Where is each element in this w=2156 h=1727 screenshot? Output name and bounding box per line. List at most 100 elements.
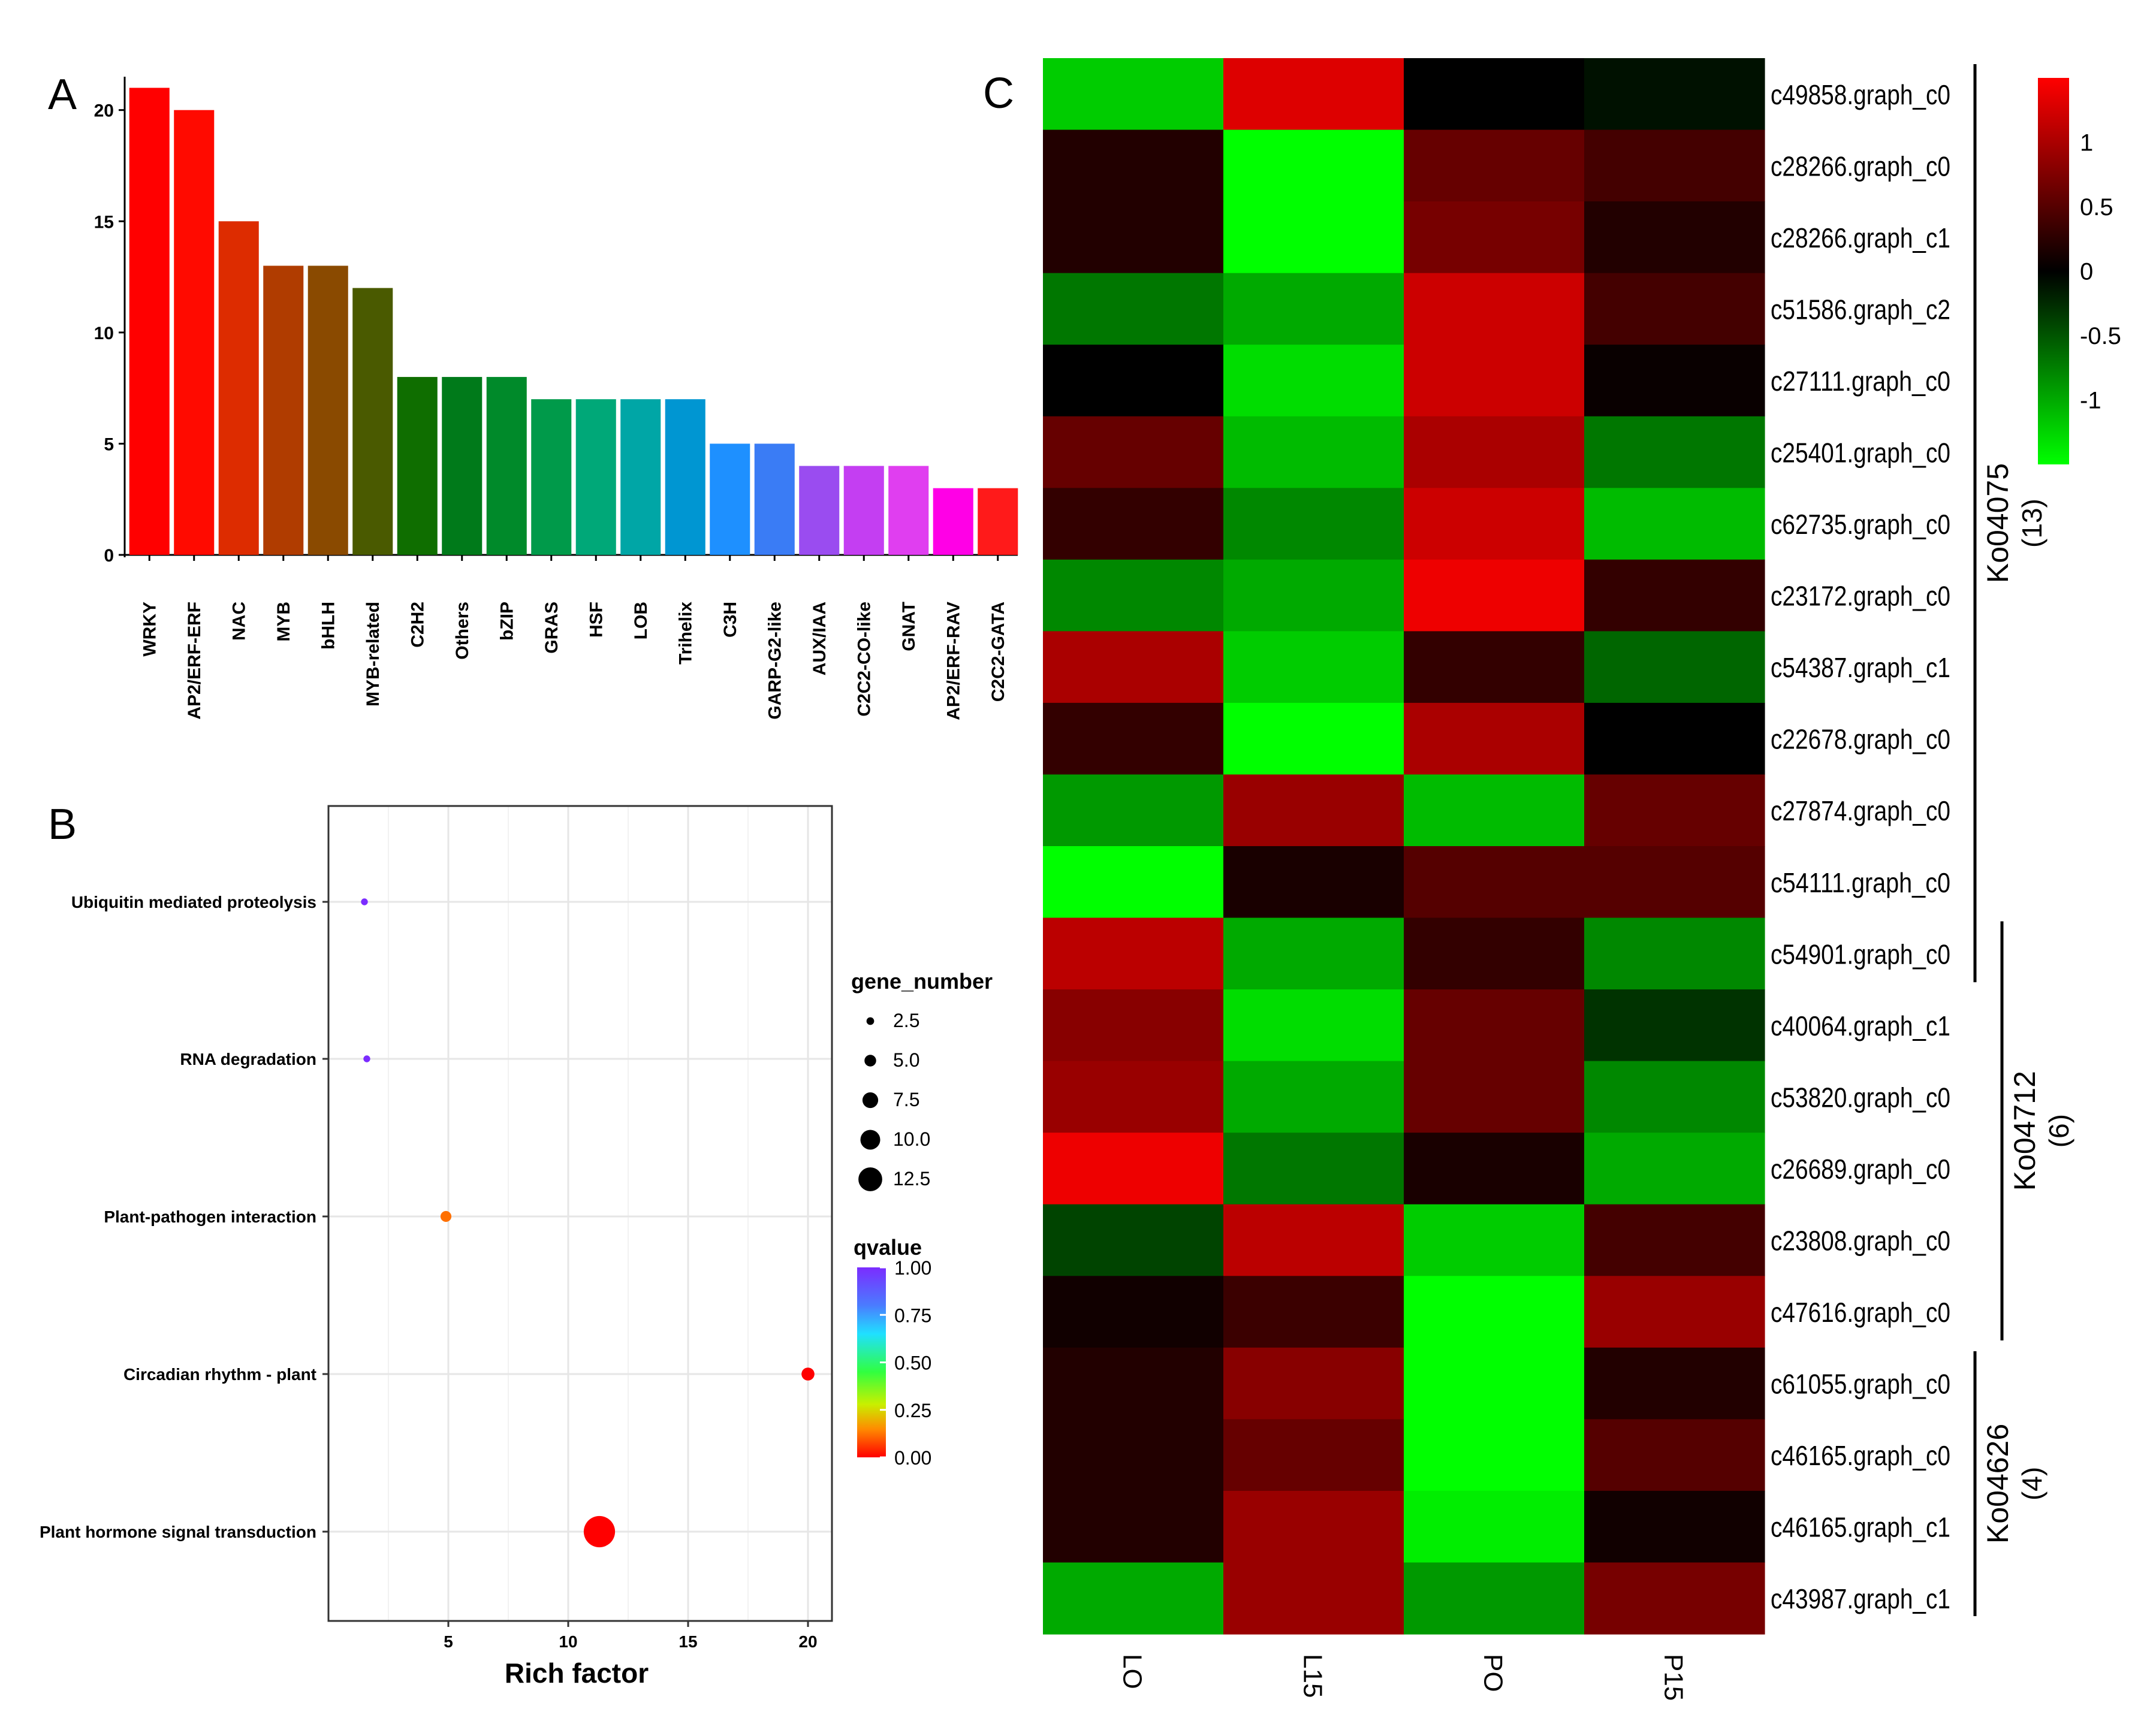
- heatmap-cell: [1584, 1204, 1765, 1276]
- bar-category-label: bHLH: [318, 602, 338, 650]
- gene-number-legend-dot: [862, 1092, 879, 1109]
- bar-chart-y-ticks: 0 5 10 15 20: [94, 101, 125, 566]
- gene-number-legend-dot: [858, 1167, 882, 1191]
- heatmap-cell: [1043, 1562, 1224, 1635]
- heatmap-cell: [1404, 1490, 1585, 1563]
- bar-category-label: GRAS: [542, 602, 562, 654]
- heatmap-legend-label: 0.5: [2080, 194, 2113, 221]
- gene-number-legend-label: 7.5: [893, 1089, 919, 1110]
- heatmap-legend-label: -0.5: [2080, 323, 2121, 349]
- heatmap-cell: [1223, 846, 1404, 919]
- heatmap-cell: [1584, 846, 1765, 919]
- heatmap-cell: [1584, 1276, 1765, 1348]
- bar-category-label: C2C2-GATA: [988, 602, 1008, 702]
- qvalue-legend-label: 0.75: [894, 1305, 931, 1326]
- bar: [665, 399, 705, 555]
- bar: [754, 443, 795, 555]
- bubble-point: [361, 898, 368, 905]
- bar-category-label: NAC: [229, 602, 249, 641]
- heatmap-cell: [1223, 1061, 1404, 1133]
- bar-category-label: MYB: [274, 602, 294, 642]
- gene-number-legend: gene_number 2.5 5.0 7.5 10.0 12.5: [851, 969, 993, 1191]
- bar: [352, 288, 393, 555]
- heatmap-cell: [1043, 846, 1224, 919]
- heatmap-row-label: c53820.graph_c0: [1771, 1082, 1950, 1113]
- heatmap-cell: [1404, 846, 1585, 919]
- heatmap-cell: [1584, 1562, 1765, 1635]
- heatmap-cell: [1043, 58, 1224, 131]
- bar-y-tick-label: 10: [94, 324, 114, 343]
- heatmap-row-label: c28266.graph_c0: [1771, 150, 1950, 182]
- heatmap-cell: [1223, 631, 1404, 704]
- heatmap-cell: [1223, 273, 1404, 345]
- bar: [442, 377, 483, 555]
- heatmap-group-count: (6): [2043, 1114, 2074, 1148]
- bubble-pathway-label: Circadian rhythm - plant: [123, 1365, 316, 1384]
- bubble-x-tick-label: 15: [679, 1632, 697, 1651]
- bar-category-label: HSF: [586, 602, 606, 638]
- heatmap-cell: [1223, 58, 1404, 131]
- heatmap-cell: [1404, 1061, 1585, 1133]
- bar-chart-category-labels: WRKY AP2/ERF-ERF NAC MYB bHLH MYB-related C2H2…: [140, 555, 1008, 720]
- qvalue-legend-label: 0.00: [894, 1447, 931, 1469]
- bar-category-label: LOB: [631, 602, 651, 639]
- gene-number-legend-label: 2.5: [893, 1010, 919, 1031]
- heatmap-cell: [1404, 702, 1585, 775]
- heatmap-row-label: c43987.graph_c1: [1771, 1583, 1950, 1614]
- bar-chart-bars: [129, 87, 1018, 555]
- heatmap-cell: [1223, 201, 1404, 274]
- bubble-pathway-label: Plant-pathogen interaction: [104, 1207, 316, 1226]
- bubble-chart-pathway-labels: Ubiquitin mediated proteolysis RNA degrad…: [40, 893, 328, 1541]
- heatmap-legend-label: -1: [2080, 388, 2101, 414]
- heatmap-cell: [1584, 702, 1765, 775]
- heatmap-row-label: c51586.graph_c2: [1771, 294, 1950, 325]
- bubble-pathway-label: Plant hormone signal transduction: [40, 1523, 316, 1541]
- heatmap-cell: [1043, 1204, 1224, 1276]
- heatmap-cell: [1584, 488, 1765, 560]
- heatmap-cell: [1584, 58, 1765, 131]
- heatmap-row-label: c54901.graph_c0: [1771, 938, 1950, 970]
- heatmap-row-label: c27874.graph_c0: [1771, 795, 1950, 826]
- heatmap-cell: [1223, 989, 1404, 1062]
- bubble-point: [801, 1367, 815, 1381]
- heatmap-row-label: c47616.graph_c0: [1771, 1297, 1950, 1328]
- heatmap-row-label: c54387.graph_c1: [1771, 652, 1950, 683]
- heatmap-legend-label: 1: [2080, 130, 2093, 156]
- heatmap-cell: [1043, 273, 1224, 345]
- heatmap-cell: [1043, 774, 1224, 847]
- heatmap-cell: [1404, 989, 1585, 1062]
- heatmap-cell: [1043, 702, 1224, 775]
- gene-number-legend-label: 12.5: [893, 1168, 930, 1189]
- heatmap-cell: [1223, 129, 1404, 202]
- heatmap-group-count: (13): [2016, 499, 2048, 548]
- heatmap-cell: [1584, 1347, 1765, 1420]
- heatmap-cell: [1223, 559, 1404, 632]
- heatmap-color-legend: 1 0.5 0 -0.5 -1: [2038, 78, 2121, 464]
- heatmap-cell: [1404, 631, 1585, 704]
- bubble-chart: Ubiquitin mediated proteolysis RNA degrad…: [40, 805, 993, 1689]
- heatmap-cell: [1043, 1061, 1224, 1133]
- heatmap-cell: [1404, 774, 1585, 847]
- bubble-chart-frame: [327, 805, 833, 1622]
- heatmap-row-label: c54111.graph_c0: [1771, 867, 1950, 898]
- heatmap-cell: [1043, 1133, 1224, 1205]
- bar-y-tick-label: 20: [94, 101, 114, 121]
- heatmap-cell: [1223, 1276, 1404, 1348]
- heatmap: c49858.graph_c0 c28266.graph_c0 c28266.gra…: [1043, 58, 2121, 1701]
- heatmap-row-label: c22678.graph_c0: [1771, 724, 1950, 755]
- heatmap-cell: [1223, 774, 1404, 847]
- bar-category-label: GARP-G2-like: [765, 602, 785, 720]
- bubble-pathway-label: RNA degradation: [180, 1050, 316, 1068]
- heatmap-cell: [1404, 129, 1585, 202]
- qvalue-legend-label: 0.50: [894, 1352, 931, 1374]
- bar-y-tick-label: 0: [104, 546, 114, 566]
- heatmap-cell: [1043, 129, 1224, 202]
- bar-category-label: AP2/ERF-RAV: [943, 602, 963, 720]
- bar: [531, 399, 572, 555]
- bubble-x-tick-label: 10: [559, 1632, 577, 1651]
- bar: [174, 110, 215, 555]
- bubble-chart-grid: [328, 806, 832, 1621]
- heatmap-cell: [1043, 1419, 1224, 1492]
- heatmap-row-label: c28266.graph_c1: [1771, 222, 1950, 253]
